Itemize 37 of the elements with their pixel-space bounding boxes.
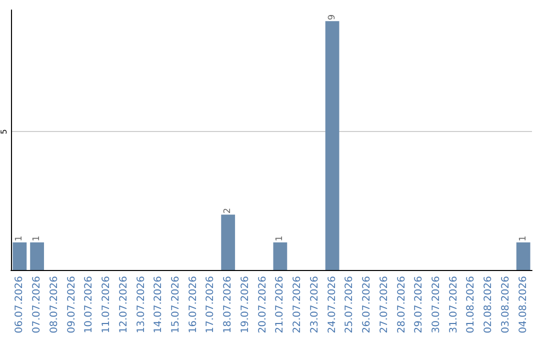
x-tick-label: 10.07.2026 [84,276,95,334]
x-tick-label: 02.08.2026 [483,276,494,334]
x-tick-label: 21.07.2026 [274,276,286,334]
x-tick-label: 28.07.2026 [396,276,408,334]
data-label: 1 [32,236,42,242]
x-tick-label: 11.07.2026 [101,276,112,334]
x-tick-label: 01.08.2026 [466,276,477,334]
x-tick-label: 27.07.2026 [378,276,390,334]
x-tick-label: 20.07.2026 [257,276,268,334]
x-tick-label: 23.07.2026 [309,276,320,334]
x-tick-label: 16.07.2026 [188,276,199,334]
x-tick-label: 03.08.2026 [500,276,512,334]
data-label: 1 [275,236,286,242]
y-tick-label: 5 [0,129,8,134]
x-tick-label: 26.07.2026 [362,276,373,334]
x-tick-label: 24.07.2026 [326,276,338,334]
x-tick-label: 29.07.2026 [414,276,425,334]
x-tick-label: 17.07.2026 [205,276,216,334]
x-tick-label: 09.07.2026 [66,276,78,334]
data-label: 1 [14,236,25,242]
x-tick-label: 19.07.2026 [240,276,251,334]
x-tick-label: 31.07.2026 [448,276,460,334]
x-tick-label: 22.07.2026 [292,276,304,334]
x-tick-label: 13.07.2026 [136,276,147,334]
x-tick-label: 18.07.2026 [222,276,234,334]
data-label: 9 [327,14,338,20]
x-tick-label: 25.07.2026 [344,276,356,334]
x-tick-label: 07.07.2026 [32,276,43,334]
x-tick-label: 06.07.2026 [14,276,26,334]
x-tick-label: 08.07.2026 [48,276,60,334]
x-tick-label: 12.07.2026 [118,276,130,334]
data-label: 2 [223,208,234,214]
x-tick-label: 14.07.2026 [153,276,164,334]
data-label: 1 [518,236,528,242]
x-tick-label: 15.07.2026 [170,276,182,334]
x-tick-label: 30.07.2026 [430,276,442,334]
x-tick-label: 04.08.2026 [518,276,529,334]
